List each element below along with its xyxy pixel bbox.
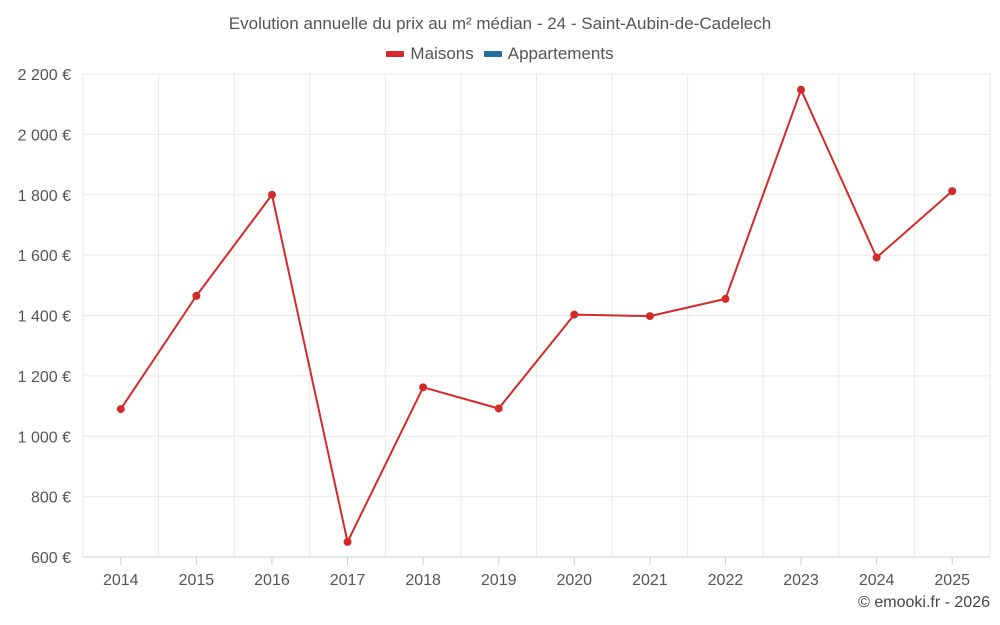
x-tick-label: 2019 [481, 572, 517, 589]
data-point-maisons [343, 537, 352, 546]
chart-credit: © emooki.fr - 2026 [858, 594, 990, 611]
data-point-maisons [570, 310, 579, 319]
data-point-maisons [721, 294, 730, 303]
y-tick-label: 1 400 € [18, 309, 71, 326]
data-point-maisons [116, 405, 125, 414]
x-tick-label: 2020 [556, 572, 592, 589]
data-point-maisons [948, 187, 957, 196]
y-tick-label: 2 000 € [18, 127, 71, 144]
data-point-maisons [872, 253, 881, 262]
x-tick-label: 2014 [103, 572, 139, 589]
y-tick-label: 800 € [31, 490, 71, 507]
x-tick-label: 2016 [254, 572, 290, 589]
y-tick-label: 1 200 € [18, 369, 71, 386]
y-tick-label: 1 000 € [18, 429, 71, 446]
data-point-maisons [419, 383, 428, 392]
x-tick-label: 2018 [405, 572, 441, 589]
x-tick-label: 2021 [632, 572, 668, 589]
data-point-maisons [267, 190, 276, 199]
x-tick-label: 2023 [783, 572, 819, 589]
data-point-maisons [494, 404, 503, 413]
series-layer [116, 85, 957, 546]
x-tick-label: 2022 [708, 572, 744, 589]
x-tick-label: 2024 [859, 572, 895, 589]
y-tick-label: 1 800 € [18, 188, 71, 205]
legend-item-maisons[interactable]: Maisons [386, 44, 474, 64]
chart-legend: Maisons Appartements [0, 44, 1000, 64]
legend-label-maisons: Maisons [410, 44, 474, 63]
axis-layer: 600 € 800 € 1 000 € 1 200 € 1 400 € 1 600 € 1 … [18, 67, 970, 589]
legend-swatch-appartements [483, 51, 502, 57]
y-tick-label: 1 600 € [18, 248, 71, 265]
x-tick-label: 2017 [330, 572, 366, 589]
legend-swatch-maisons [386, 51, 405, 57]
data-point-maisons [797, 85, 806, 94]
grid-layer [82, 73, 991, 558]
y-tick-label: 600 € [31, 550, 71, 567]
data-point-maisons [192, 291, 201, 300]
legend-label-appartements: Appartements [507, 44, 614, 63]
data-point-maisons [645, 312, 654, 321]
y-tick-label: 2 200 € [18, 67, 71, 84]
series-line-maisons [119, 88, 953, 543]
x-tick-label: 2025 [934, 572, 970, 589]
legend-item-appartements[interactable]: Appartements [483, 44, 614, 64]
x-tick-label: 2015 [179, 572, 215, 589]
chart-title: Evolution annuelle du prix au m² médian … [228, 14, 772, 33]
